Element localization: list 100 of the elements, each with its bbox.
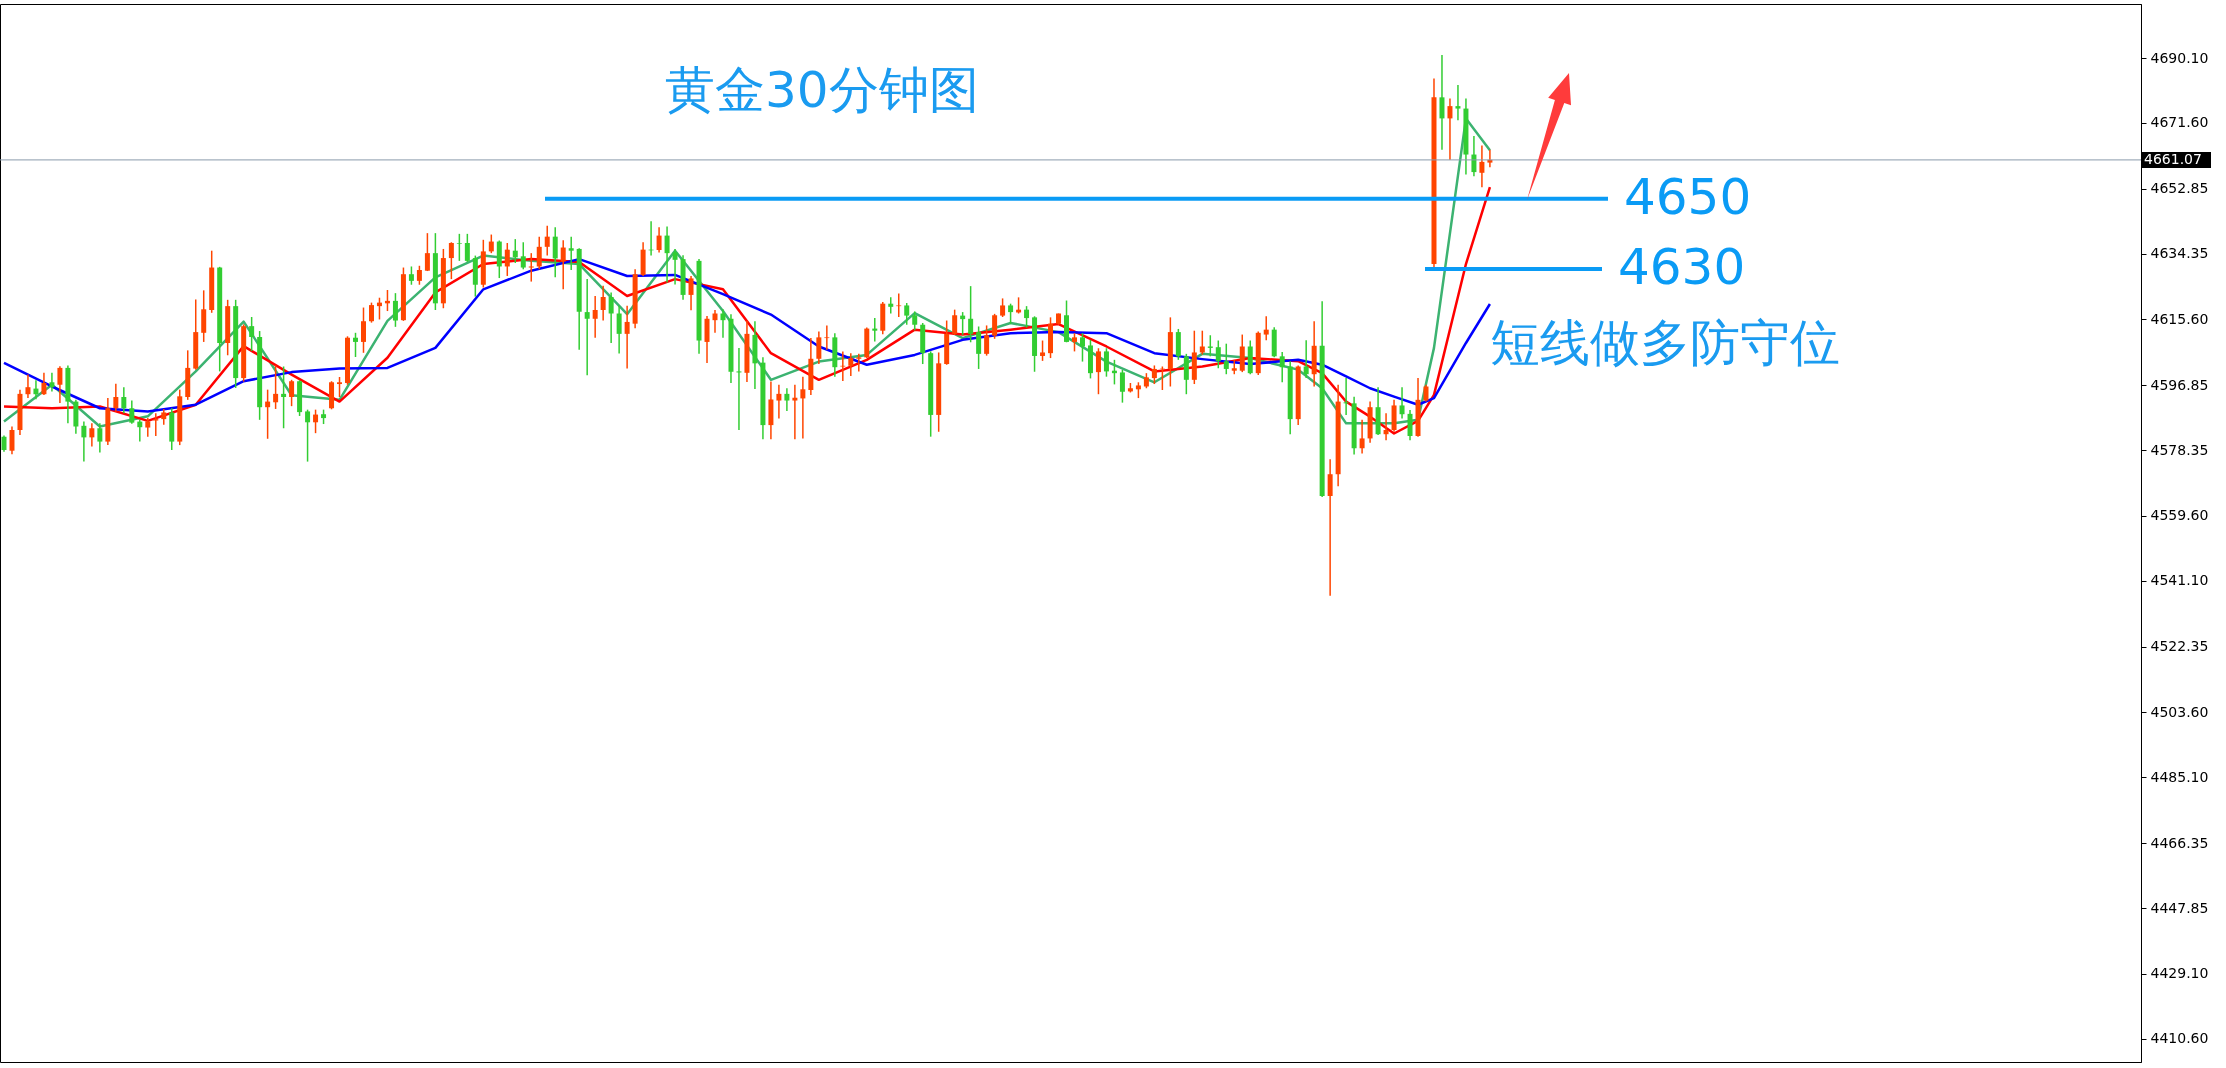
candlestick bbox=[552, 226, 558, 279]
candlestick bbox=[904, 302, 910, 326]
candlestick bbox=[704, 315, 710, 364]
candlestick bbox=[504, 242, 510, 277]
candlestick bbox=[656, 226, 662, 254]
candlestick bbox=[97, 422, 103, 454]
candlestick bbox=[784, 387, 790, 412]
candlestick bbox=[89, 422, 95, 448]
candlestick bbox=[592, 295, 598, 339]
candlestick bbox=[1159, 365, 1165, 391]
candlestick bbox=[448, 241, 454, 280]
candlestick bbox=[520, 241, 526, 271]
annotation: 短线做多防守位 bbox=[1490, 314, 1840, 372]
candlestick bbox=[360, 306, 366, 354]
candlestick bbox=[512, 238, 518, 264]
candlestick bbox=[1119, 369, 1125, 404]
candlestick bbox=[353, 332, 358, 358]
candlestick bbox=[1024, 305, 1030, 329]
y-tick-label: 4578.35 bbox=[2150, 441, 2209, 458]
candlestick bbox=[424, 232, 430, 272]
candlestick bbox=[672, 248, 678, 286]
ref-line-label: 4630 bbox=[1618, 237, 1746, 296]
candlestick bbox=[824, 324, 830, 351]
candlestick bbox=[536, 235, 542, 271]
y-tick-label: 4541.10 bbox=[2150, 572, 2209, 589]
candlestick bbox=[800, 375, 806, 440]
y-tick-label: 4559.60 bbox=[2150, 507, 2209, 524]
candlestick bbox=[41, 372, 47, 396]
candlestick bbox=[129, 399, 135, 425]
candlestick bbox=[1303, 339, 1309, 379]
y-tick-label: 4410.60 bbox=[2150, 1030, 2209, 1047]
candlestick bbox=[121, 386, 127, 414]
candlestick bbox=[416, 265, 422, 286]
candlestick bbox=[1008, 302, 1014, 325]
candlestick bbox=[201, 289, 207, 343]
candlestick bbox=[1455, 84, 1461, 121]
candlestick bbox=[776, 383, 782, 420]
candlestick bbox=[1183, 353, 1189, 395]
candlestick bbox=[856, 353, 862, 373]
candlestick bbox=[1407, 409, 1413, 441]
candlestick bbox=[337, 376, 343, 398]
candlestick bbox=[1079, 332, 1085, 363]
candlestick bbox=[1439, 54, 1445, 151]
candlestick bbox=[1215, 339, 1221, 369]
candlestick bbox=[608, 291, 614, 344]
candlestick bbox=[368, 301, 374, 324]
candlestick bbox=[488, 233, 494, 254]
y-tick-label: 4652.85 bbox=[2150, 180, 2209, 197]
y-tick-label: 4690.10 bbox=[2150, 49, 2209, 66]
candlestick bbox=[736, 347, 742, 431]
candlestick bbox=[584, 278, 590, 377]
candlestick bbox=[57, 365, 63, 404]
candlestick bbox=[273, 364, 279, 410]
candlestick bbox=[113, 382, 119, 413]
candlestick bbox=[1263, 315, 1269, 341]
candlestick bbox=[305, 408, 311, 463]
candlestick bbox=[1279, 351, 1285, 384]
candlestick bbox=[912, 310, 918, 332]
candlestick bbox=[456, 233, 462, 262]
candlestick bbox=[968, 285, 974, 344]
candlestick bbox=[1000, 297, 1006, 318]
candlestick bbox=[392, 292, 398, 328]
candlestick bbox=[544, 225, 550, 257]
candlestick bbox=[1103, 347, 1109, 378]
candlestick bbox=[888, 296, 894, 315]
candlestick bbox=[153, 412, 159, 437]
candlestick bbox=[464, 233, 470, 263]
candlestick bbox=[1151, 364, 1157, 385]
y-tick-label: 4447.85 bbox=[2150, 899, 2209, 916]
candlestick bbox=[624, 305, 630, 370]
candlestick bbox=[289, 379, 295, 407]
candlestick bbox=[81, 420, 87, 463]
candlestick bbox=[313, 408, 319, 434]
candlestick bbox=[25, 373, 31, 399]
candlestick bbox=[616, 305, 622, 355]
candlestick bbox=[145, 417, 151, 438]
candlestick bbox=[848, 352, 854, 377]
candlestick bbox=[1199, 329, 1205, 356]
candlestick bbox=[528, 252, 534, 283]
candlestick bbox=[1359, 419, 1365, 455]
candlestick bbox=[720, 308, 726, 339]
candlestick bbox=[1447, 97, 1453, 161]
candlestick bbox=[560, 239, 566, 291]
candlestick bbox=[408, 265, 414, 286]
candlestick bbox=[992, 313, 998, 340]
candlestick bbox=[688, 275, 694, 312]
candlestick bbox=[712, 309, 718, 334]
candlestick bbox=[1207, 334, 1213, 358]
y-tick-label: 4485.10 bbox=[2150, 768, 2209, 785]
candlestick bbox=[600, 285, 606, 322]
y-tick-label: 4503.60 bbox=[2150, 703, 2209, 720]
candlestick bbox=[952, 308, 958, 336]
candlestick bbox=[1399, 386, 1405, 420]
candlestick bbox=[1223, 342, 1229, 375]
candlestick bbox=[664, 225, 670, 284]
candlestick bbox=[1383, 412, 1389, 441]
y-tick-label: 4615.60 bbox=[2150, 310, 2209, 327]
candlestick bbox=[281, 365, 287, 429]
candlestick bbox=[49, 372, 55, 393]
candlestick bbox=[984, 324, 990, 357]
